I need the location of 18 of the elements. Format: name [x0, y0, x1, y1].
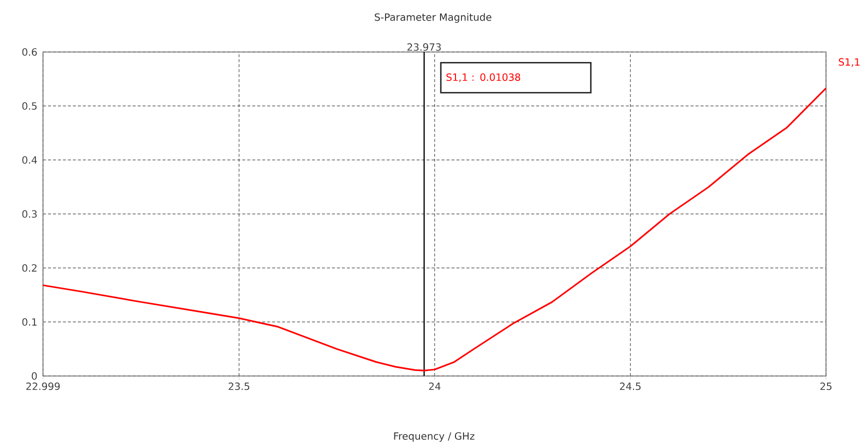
x-tick-label: 23.5: [228, 382, 250, 390]
y-tick-label: 0.6: [22, 48, 37, 56]
text: S1,1: [838, 58, 860, 67]
x-tick-label: 25: [820, 382, 832, 390]
x-tick-label: 24.5: [620, 382, 641, 390]
y-tick-label: 0.1: [22, 318, 37, 326]
annotation: S1,1 : 0.01038: [446, 73, 520, 82]
y-tick-label: 0: [32, 372, 37, 380]
ref-line-label: 23.973: [407, 43, 441, 51]
line-series: [42, 87, 827, 372]
chart-title: S-Parameter Magnitude: [374, 13, 492, 23]
y-tick-label: 0.4: [22, 156, 37, 164]
y-tick-label: 0.3: [22, 210, 37, 218]
y-tick-label: 0.5: [22, 102, 37, 110]
x-axis-title: Frequency / GHz: [394, 432, 474, 442]
y-tick-label: 0.2: [22, 264, 36, 272]
x-tick-label: 24: [429, 382, 440, 390]
x-tick-label: 22.999: [26, 382, 60, 390]
